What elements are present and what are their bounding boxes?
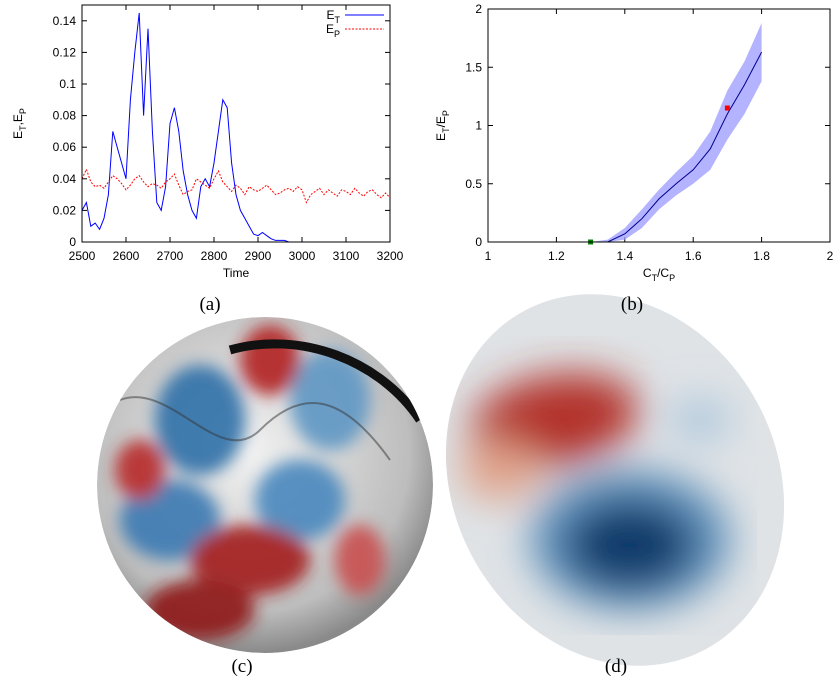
x-tick-label: 2800 [201, 249, 228, 263]
x-tick-label: 2600 [113, 249, 140, 263]
legend-label: ET [326, 8, 340, 25]
image-d [440, 280, 800, 680]
point [724, 105, 730, 111]
y-tick-label: 0 [69, 235, 76, 249]
y-tick-label: 0.14 [53, 14, 77, 28]
y-axis-label: ET,EP [11, 108, 28, 139]
x-tick-label: 3100 [333, 249, 360, 263]
y-tick-label: 0.5 [465, 177, 482, 191]
line [81, 167, 391, 204]
x-axis-label: CT/CP [643, 266, 675, 283]
y-tick-label: 0.06 [53, 140, 77, 154]
x-axis-label: Time [223, 266, 250, 280]
chart: 0 0.5 1 1.5 2 1 1.2 1.4 1.6 1.8 2 CT/CP ET/EP [434, 2, 834, 283]
x-tick-label: 2500 [69, 249, 96, 263]
plot-frame [81, 4, 391, 243]
y-tick-label: 1.5 [465, 60, 482, 74]
x-tick-label: 1.6 [685, 249, 702, 263]
x-tick-label: 3200 [377, 249, 404, 263]
y-tick-label: 0.08 [53, 109, 77, 123]
y-tick-label: 0.1 [59, 77, 76, 91]
caption: (a) [199, 294, 220, 315]
band [488, 22, 762, 243]
line [81, 12, 390, 243]
y-axis-label: ET/EP [434, 110, 451, 141]
y-tick-label: 1 [475, 119, 482, 133]
image-c [97, 317, 433, 653]
x-tick-label: 1.2 [548, 249, 565, 263]
x-tick-label: 1.4 [616, 249, 633, 263]
x-tick-label: 2 [827, 249, 834, 263]
x-tick-label: 1 [485, 249, 492, 263]
x-tick-label: 3000 [289, 249, 316, 263]
x-tick-label: 2900 [245, 249, 272, 263]
legend-label: EP [326, 22, 340, 39]
caption: (d) [605, 656, 627, 677]
caption: (b) [621, 294, 643, 315]
x-tick-label: 2700 [157, 249, 184, 263]
y-tick-label: 2 [475, 2, 482, 16]
plot-frame [487, 8, 831, 243]
y-tick-label: 0.02 [53, 203, 77, 217]
x-tick-label: 1.8 [753, 249, 770, 263]
y-tick-label: 0 [475, 235, 482, 249]
y-tick-label: 0.12 [53, 45, 77, 59]
y-tick-label: 0.04 [53, 172, 77, 186]
caption: (c) [231, 656, 252, 677]
chart: 0 0.02 0.04 0.06 0.08 0.1 0.12 0.14 2500 2600 2700… [11, 4, 404, 280]
